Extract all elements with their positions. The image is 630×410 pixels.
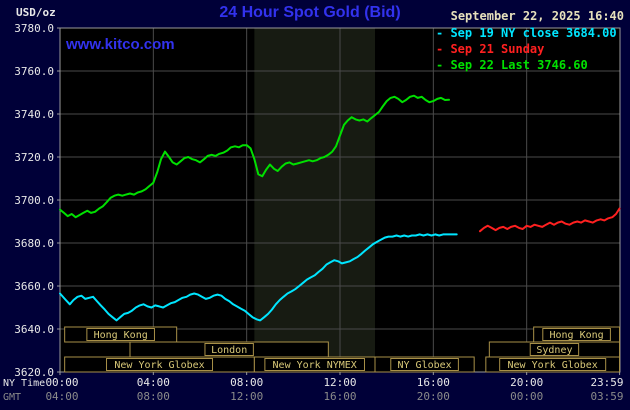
x-tick-label-gmt: 03:59	[590, 390, 623, 403]
x-tick-label-gmt: 12:00	[230, 390, 263, 403]
y-tick-label: 3660.0	[14, 280, 54, 293]
kitco-watermark-link[interactable]: www.kitco.com	[66, 36, 175, 53]
legend: - Sep 19 NY close 3684.00 - Sep 21 Sunday…	[436, 25, 617, 73]
session-label: New York Globex	[114, 360, 204, 371]
x-tick-label-gmt: 16:00	[323, 390, 356, 403]
session-label: New York Globex	[508, 360, 598, 371]
session-label: Hong Kong	[94, 330, 148, 341]
y-tick-label: 3780.0	[14, 22, 54, 35]
datetime-label: September 22, 2025 16:40	[450, 9, 624, 23]
session-label: Hong Kong	[550, 330, 604, 341]
y-tick-label: 3620.0	[14, 366, 54, 379]
series-line-2	[59, 94, 450, 219]
session-label-box	[204, 343, 254, 356]
legend-item-1: - Sep 21 Sunday	[436, 42, 545, 56]
session-label: New York NYMEX	[273, 360, 357, 371]
session-label-box	[106, 358, 214, 371]
session-label-box	[390, 358, 459, 371]
session-label-box	[264, 358, 365, 371]
session-label-box	[499, 358, 607, 371]
y-tick-label: 3700.0	[14, 194, 54, 207]
y-tick-label: 3740.0	[14, 108, 54, 121]
session-label-box	[86, 328, 155, 341]
session-label-box	[542, 328, 611, 341]
series-line-1	[479, 207, 621, 233]
gmt-axis-label: GMT	[3, 392, 21, 403]
x-tick-label-gmt: 00:00	[510, 390, 543, 403]
x-tick-label-ny: 20:00	[510, 376, 543, 389]
y-tick-label: 3680.0	[14, 237, 54, 250]
ny-time-axis-label: NY Time	[3, 378, 45, 389]
x-tick-label-gmt: 04:00	[45, 390, 78, 403]
chart-title: 24 Hour Spot Gold (Bid)	[219, 4, 401, 21]
x-tick-label-gmt: 08:00	[137, 390, 170, 403]
x-tick-label-ny: 12:00	[323, 376, 356, 389]
legend-item-2: - Sep 22 Last 3746.60	[436, 58, 588, 72]
units-label: USD/oz	[16, 6, 56, 19]
x-tick-label-ny: 04:00	[137, 376, 170, 389]
session-label-box	[529, 343, 580, 356]
y-tick-label: 3720.0	[14, 151, 54, 164]
series-line-0	[59, 233, 458, 322]
x-tick-label-ny: 08:00	[230, 376, 263, 389]
y-tick-label: 3760.0	[14, 65, 54, 78]
x-tick-label-ny: 16:00	[417, 376, 450, 389]
session-label: Sydney	[536, 345, 572, 356]
legend-item-0: - Sep 19 NY close 3684.00	[436, 26, 617, 40]
y-tick-label: 3640.0	[14, 323, 54, 336]
x-tick-label-ny: 00:00	[45, 376, 78, 389]
x-tick-label-gmt: 20:00	[417, 390, 450, 403]
x-tick-label-ny: 23:59	[590, 376, 623, 389]
session-label: London	[211, 345, 247, 356]
session-label: NY Globex	[397, 360, 451, 371]
